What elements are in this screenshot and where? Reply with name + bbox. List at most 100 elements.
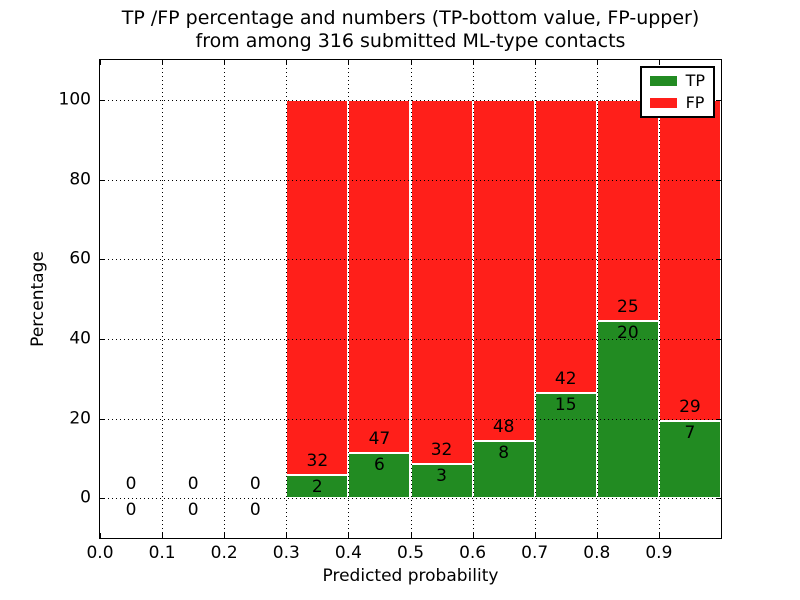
x-tick-mark-top xyxy=(348,60,350,65)
x-tick-label: 0.8 xyxy=(583,543,611,563)
bar-count-label-tp: 6 xyxy=(374,455,385,476)
bar-count-label-fp: 25 xyxy=(617,297,639,318)
x-tick-label: 0.3 xyxy=(272,543,300,563)
x-tick-label: 0.9 xyxy=(645,543,673,563)
gridline-y xyxy=(100,418,721,420)
bar-tp-segment xyxy=(348,453,411,499)
gridline-x xyxy=(162,60,164,538)
gridline-x xyxy=(472,60,474,538)
gridline-y xyxy=(100,498,721,500)
y-axis-label: Percentage xyxy=(28,251,48,347)
x-tick-label: 0.6 xyxy=(459,543,487,563)
x-tick-mark-top xyxy=(596,60,598,65)
y-tick-mark-left xyxy=(100,338,105,340)
bar-count-label-tp: 3 xyxy=(436,466,447,487)
gridline-y xyxy=(100,259,721,261)
x-tick-mark-bottom xyxy=(658,533,660,538)
chart-title: TP /FP percentage and numbers (TP-bottom… xyxy=(100,7,721,53)
bar-count-label-fp: 0 xyxy=(249,474,261,495)
x-tick-mark-bottom xyxy=(596,533,598,538)
bar-count-label-fp: 0 xyxy=(125,474,137,495)
x-tick-mark-bottom xyxy=(410,533,412,538)
bar-count-label-fp: 47 xyxy=(368,429,391,450)
x-tick-mark-top xyxy=(658,60,660,65)
bar-fp-segment xyxy=(410,99,473,465)
bar-fp-segment xyxy=(658,99,721,421)
y-tick-label: 20 xyxy=(69,408,91,428)
x-tick-label: 0.5 xyxy=(396,543,425,563)
x-tick-mark-bottom xyxy=(224,533,226,538)
y-tick-mark-right xyxy=(716,99,721,101)
y-tick-label: 60 xyxy=(69,248,91,269)
x-tick-label: 0.2 xyxy=(210,543,238,563)
y-tick-mark-left xyxy=(100,99,105,101)
y-tick-label: 0 xyxy=(80,487,91,508)
legend-item-fp: FP xyxy=(649,93,705,112)
gridline-x xyxy=(658,60,660,538)
legend-swatch-fp xyxy=(649,98,677,108)
x-tick-mark-bottom xyxy=(534,533,536,538)
y-tick-label: 40 xyxy=(69,328,91,349)
bar-tp-segment xyxy=(596,321,659,499)
x-tick-mark-top xyxy=(224,60,226,65)
y-tick-label: 100 xyxy=(58,89,91,110)
gridline-x xyxy=(224,60,226,538)
x-tick-label: 0.4 xyxy=(334,543,362,563)
y-tick-mark-right xyxy=(716,498,721,500)
bar-count-label-fp: 29 xyxy=(679,396,701,417)
x-tick-mark-top xyxy=(410,60,412,65)
x-tick-mark-top xyxy=(100,60,101,65)
bar-count-label-fp: 0 xyxy=(187,474,199,495)
bar-fp-segment xyxy=(534,99,597,394)
x-tick-mark-bottom xyxy=(162,533,164,538)
bar-count-label-fp: 32 xyxy=(430,440,453,461)
x-tick-mark-bottom xyxy=(348,533,350,538)
bar-count-label-fp: 32 xyxy=(306,450,329,471)
y-tick-mark-right xyxy=(716,259,721,261)
y-tick-mark-right xyxy=(716,338,721,340)
y-tick-mark-left xyxy=(100,418,105,420)
bar-count-label-tp: 15 xyxy=(554,395,577,416)
chart-title-line1: TP /FP percentage and numbers (TP-bottom… xyxy=(121,7,700,29)
y-tick-mark-left xyxy=(100,259,105,261)
plot-area: TP FP 0.0 0.1 0.2 0.3 0.4 0.5 0.6 0.7 0.8 0.9 0 20 4… xyxy=(59,59,722,562)
chart-title-line2: from among 316 submitted ML-type contact… xyxy=(195,30,626,52)
gridline-y xyxy=(100,338,721,340)
bar-count-label-tp: 20 xyxy=(617,323,639,344)
gridline-x xyxy=(410,60,412,538)
bar-fp-segment xyxy=(348,99,411,454)
x-tick-mark-top xyxy=(472,60,474,65)
gridline-x xyxy=(286,60,288,538)
y-tick-mark-right xyxy=(716,418,721,420)
bar-count-label-tp: 0 xyxy=(249,500,261,521)
x-tick-mark-top xyxy=(286,60,288,65)
y-tick-mark-left xyxy=(100,498,105,500)
gridline-x xyxy=(348,60,350,538)
gridline-y xyxy=(100,179,721,181)
bar-count-label-tp: 0 xyxy=(125,500,137,521)
legend-swatch-tp xyxy=(649,76,677,86)
bar-count-label-tp: 8 xyxy=(498,443,510,464)
y-tick-mark-left xyxy=(100,179,105,181)
x-axis-label: Predicted probability xyxy=(322,566,499,586)
x-tick-mark-bottom xyxy=(472,533,474,538)
x-tick-mark-bottom xyxy=(100,533,101,538)
x-tick-mark-top xyxy=(162,60,164,65)
x-tick-label: 0.7 xyxy=(521,543,549,563)
x-tick-label: 0.1 xyxy=(148,543,176,563)
legend: TP FP xyxy=(639,66,715,118)
bar-count-label-tp: 7 xyxy=(684,422,696,443)
x-tick-mark-top xyxy=(534,60,536,65)
gridline-x xyxy=(534,60,536,538)
y-tick-mark-right xyxy=(716,179,721,181)
x-tick-mark-bottom xyxy=(286,533,288,538)
bar-count-label-fp: 42 xyxy=(554,369,577,390)
x-tick-label: 0.0 xyxy=(86,543,114,563)
y-tick-label: 80 xyxy=(69,169,91,189)
legend-label-fp: FP xyxy=(685,93,705,112)
bar-fp-segment xyxy=(472,99,535,442)
legend-label-tp: TP xyxy=(685,71,705,90)
gridline-x xyxy=(596,60,598,538)
bar-count-label-fp: 48 xyxy=(492,417,515,438)
